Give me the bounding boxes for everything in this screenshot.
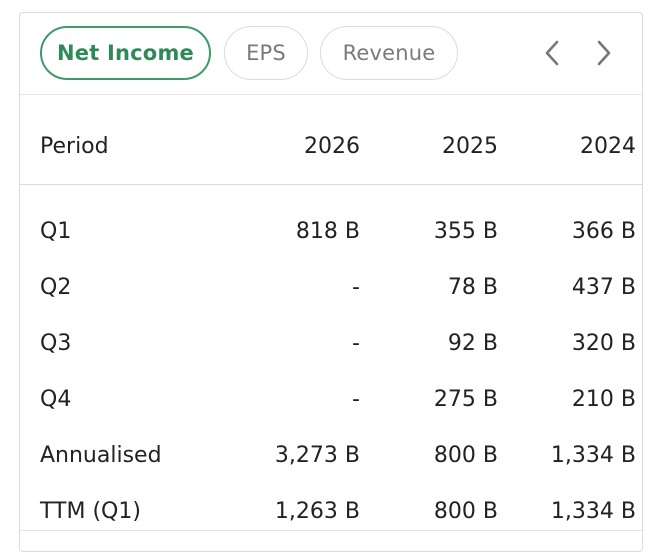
table-cell: 3,273 B — [274, 443, 360, 468]
row-label: Annualised — [40, 443, 162, 468]
table-cell: 1,334 B — [550, 443, 636, 468]
table-cell: 355 B — [433, 219, 498, 244]
next-period-button[interactable] — [586, 35, 622, 71]
table-row: Annualised 3,273 B 800 B 1,334 B — [20, 428, 642, 484]
tab-net-income[interactable]: Net Income — [40, 26, 211, 80]
column-header-period: Period — [40, 134, 109, 159]
table-cell: 818 B — [295, 219, 360, 244]
table-cell: 800 B — [433, 443, 498, 468]
table-row: Q4 - 275 B 210 B — [20, 372, 642, 428]
table-cell: 437 B — [571, 275, 636, 300]
prev-period-button[interactable] — [534, 35, 570, 71]
table-cell: 275 B — [433, 387, 498, 412]
table-row: Q2 - 78 B 437 B — [20, 260, 642, 316]
table-cell: 78 B — [447, 275, 498, 300]
metric-tabs: Net Income EPS Revenue — [20, 13, 642, 95]
table-cell: 366 B — [571, 219, 636, 244]
row-label: Q3 — [40, 331, 72, 356]
column-header-2026: 2026 — [304, 134, 360, 159]
table-row: Q3 - 92 B 320 B — [20, 316, 642, 372]
row-label: Q2 — [40, 275, 72, 300]
row-label: Q1 — [40, 219, 72, 244]
table-cell: 320 B — [571, 331, 636, 356]
column-header-2025: 2025 — [442, 134, 498, 159]
chevron-left-icon — [545, 40, 559, 66]
table-cell: - — [352, 331, 360, 356]
financials-card: Net Income EPS Revenue Period 2026 2025 … — [19, 12, 643, 552]
table-row: TTM (Q1) 1,263 B 800 B 1,334 B — [20, 484, 642, 540]
table-cell: 1,334 B — [550, 499, 636, 524]
table-cell: 800 B — [433, 499, 498, 524]
table-cell: - — [352, 275, 360, 300]
column-header-2024: 2024 — [580, 134, 636, 159]
chevron-right-icon — [597, 40, 611, 66]
table-bottom-divider — [20, 530, 642, 531]
table-cell: 1,263 B — [274, 499, 360, 524]
tab-revenue[interactable]: Revenue — [320, 26, 458, 80]
table-cell: 210 B — [571, 387, 636, 412]
row-label: Q4 — [40, 387, 72, 412]
table-cell: - — [352, 387, 360, 412]
table-row: Q1 818 B 355 B 366 B — [20, 204, 642, 260]
tab-eps[interactable]: EPS — [224, 26, 308, 80]
table-cell: 92 B — [447, 331, 498, 356]
table-header-row: Period 2026 2025 2024 — [20, 94, 642, 185]
row-label: TTM (Q1) — [40, 499, 141, 524]
